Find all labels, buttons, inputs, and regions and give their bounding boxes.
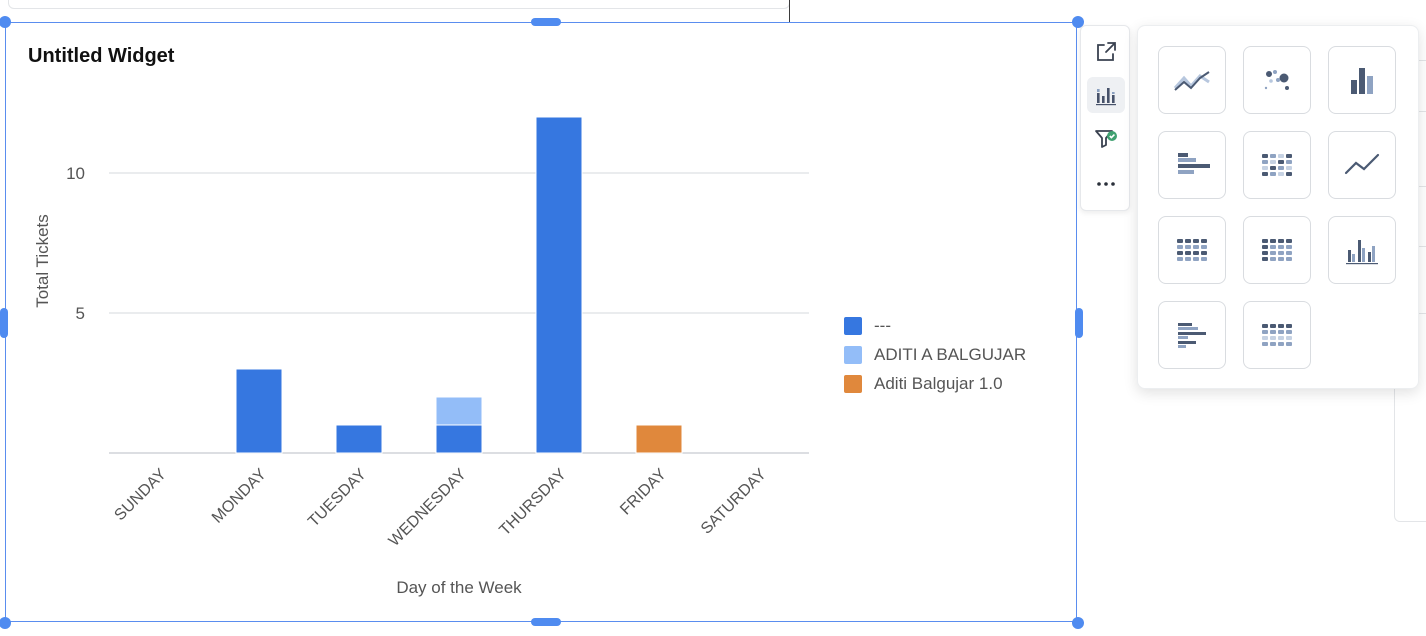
legend-label: --- <box>874 315 891 335</box>
chart-type-horizontal-bar[interactable] <box>1158 131 1226 199</box>
chart-type-button[interactable] <box>1087 77 1125 113</box>
horizontal-bar-chart-icon <box>1178 153 1210 174</box>
bar-segment <box>235 368 283 454</box>
bar-chart-icon <box>1351 68 1373 94</box>
chart-type-line[interactable] <box>1328 131 1396 199</box>
chart-type-icon <box>1096 88 1116 106</box>
pivot-table-icon <box>1262 239 1292 261</box>
chart-type-pivot[interactable] <box>1243 216 1311 284</box>
chart-type-bar[interactable] <box>1328 46 1396 114</box>
resize-handle-top[interactable] <box>531 18 561 26</box>
resize-handle-bottom[interactable] <box>531 618 561 626</box>
chart-type-menu <box>1137 25 1419 389</box>
widget-toolbar <box>1080 25 1130 211</box>
legend-swatch <box>844 374 862 393</box>
x-tick-label: WEDNESDAY <box>386 466 470 550</box>
chart-type-scatter[interactable] <box>1243 46 1311 114</box>
x-tick-label: MONDAY <box>209 466 270 527</box>
resize-handle-top-left[interactable] <box>0 16 11 28</box>
y-axis-title: Total Tickets <box>33 214 52 308</box>
more-options-button[interactable] <box>1087 166 1125 202</box>
chart-widget[interactable]: Untitled Widget 5 10 SUNDAY MONDAY TUESDAY WE… <box>5 22 1077 622</box>
x-tick-label: SUNDAY <box>111 466 170 525</box>
resize-handle-bottom-right[interactable] <box>1072 617 1084 629</box>
area-line-chart-icon <box>1173 71 1210 91</box>
expand-button[interactable] <box>1087 34 1125 70</box>
y-tick-label: 10 <box>66 164 85 183</box>
bar-segment <box>535 116 583 454</box>
resize-handle-top-right[interactable] <box>1072 16 1084 28</box>
chart-type-grouped-horizontal-bar[interactable] <box>1158 301 1226 369</box>
filter-button[interactable] <box>1087 122 1125 158</box>
heatmap-chart-icon <box>1262 154 1292 176</box>
x-tick-label: SATURDAY <box>698 466 770 538</box>
line-chart-icon <box>1344 153 1380 175</box>
background-divider <box>789 0 790 22</box>
x-tick-label: TUESDAY <box>305 466 370 531</box>
chart-type-grid-table[interactable] <box>1243 301 1311 369</box>
legend-swatch <box>844 316 862 335</box>
chart-type-heatmap[interactable] <box>1243 131 1311 199</box>
grid-table-icon <box>1262 324 1292 346</box>
x-tick-label: THURSDAY <box>496 466 570 540</box>
legend-item[interactable]: --- <box>844 311 1026 340</box>
legend-item[interactable]: Aditi Balgujar 1.0 <box>844 369 1026 398</box>
widget-title[interactable]: Untitled Widget <box>28 45 175 67</box>
scatter-chart-icon <box>1264 70 1289 90</box>
bar-segment <box>435 396 483 426</box>
x-axis-title: Day of the Week <box>396 578 522 597</box>
legend-label: ADITI A BALGUJAR <box>874 344 1027 364</box>
resize-handle-right[interactable] <box>1075 308 1083 338</box>
legend-item[interactable]: ADITI A BALGUJAR <box>844 340 1026 369</box>
bar-segment <box>335 424 383 454</box>
filter-icon <box>1095 130 1117 148</box>
legend-label: Aditi Balgujar 1.0 <box>874 373 1003 393</box>
chart-legend: --- ADITI A BALGUJAR Aditi Balgujar 1.0 <box>844 311 1026 398</box>
grouped-horizontal-bar-icon <box>1178 323 1206 348</box>
chart-type-grouped-bar[interactable] <box>1328 216 1396 284</box>
grouped-bar-chart-icon <box>1346 240 1378 265</box>
table-chart-icon <box>1177 239 1207 261</box>
chart-type-area-line[interactable] <box>1158 46 1226 114</box>
chart-type-table[interactable] <box>1158 216 1226 284</box>
resize-handle-left[interactable] <box>0 308 8 338</box>
resize-handle-bottom-left[interactable] <box>0 617 11 629</box>
legend-swatch <box>844 345 862 364</box>
y-tick-label: 5 <box>76 304 85 323</box>
expand-icon <box>1097 42 1116 61</box>
x-tick-label: FRIDAY <box>617 466 670 519</box>
bar-segment <box>435 424 483 454</box>
bar-chart: 5 10 SUNDAY MONDAY TUESDAY WEDNESDAY THURSDAY F… <box>33 116 809 597</box>
background-panel <box>8 0 790 9</box>
bar-segment <box>635 424 683 454</box>
more-icon <box>1097 182 1115 186</box>
